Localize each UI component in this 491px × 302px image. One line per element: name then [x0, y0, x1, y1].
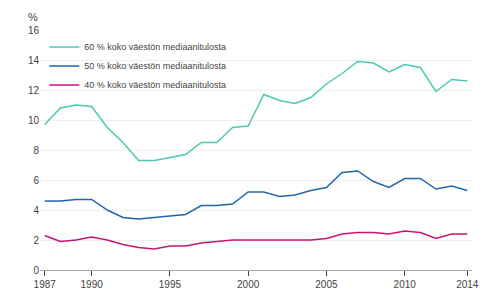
svg-text:%: %: [28, 11, 38, 23]
svg-text:1987: 1987: [34, 279, 57, 290]
svg-text:12: 12: [28, 85, 40, 96]
svg-text:50 % koko väestön mediaanitulo: 50 % koko väestön mediaanitulosta: [84, 61, 226, 71]
svg-text:2000: 2000: [237, 279, 260, 290]
svg-text:1995: 1995: [159, 279, 182, 290]
svg-text:2014: 2014: [456, 279, 479, 290]
svg-text:10: 10: [28, 115, 40, 126]
svg-text:14: 14: [28, 55, 40, 66]
svg-text:16: 16: [28, 25, 40, 36]
svg-text:2005: 2005: [315, 279, 338, 290]
svg-text:6: 6: [33, 175, 39, 186]
svg-text:2: 2: [33, 235, 39, 246]
svg-text:8: 8: [33, 145, 39, 156]
svg-text:60 % koko väestön mediaanitulo: 60 % koko väestön mediaanitulosta: [84, 42, 226, 52]
svg-text:40 % koko väestön mediaanitulo: 40 % koko väestön mediaanitulosta: [84, 80, 226, 90]
svg-text:1990: 1990: [81, 279, 104, 290]
svg-text:0: 0: [33, 265, 39, 276]
svg-text:2010: 2010: [394, 279, 417, 290]
svg-text:4: 4: [33, 205, 39, 216]
